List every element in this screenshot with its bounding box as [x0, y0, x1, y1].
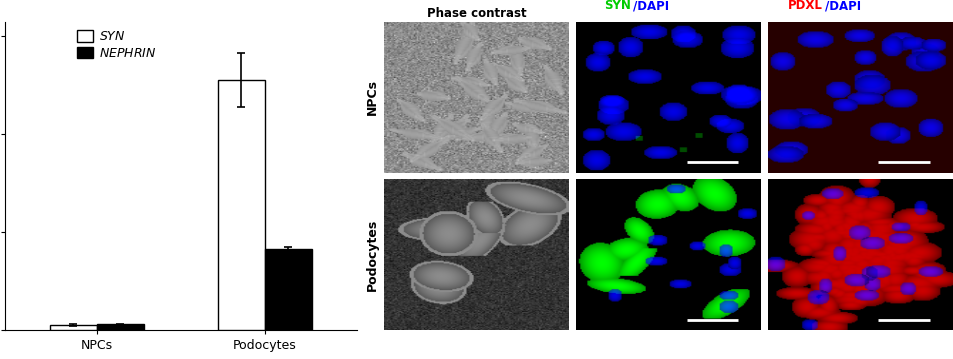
Text: PDXL: PDXL [787, 0, 822, 13]
Text: /DAPI: /DAPI [633, 0, 669, 13]
Bar [264, 250, 312, 330]
Text: /DAPI: /DAPI [824, 0, 861, 13]
Bar [97, 325, 144, 330]
Bar [217, 80, 264, 330]
Title: Phase contrast: Phase contrast [426, 8, 526, 20]
Y-axis label: NPCs: NPCs [365, 79, 378, 115]
Text: SYN: SYN [604, 0, 631, 13]
Legend: $\it{SYN}$, $\it{NEPHRIN}$: $\it{SYN}$, $\it{NEPHRIN}$ [74, 28, 159, 62]
Bar [50, 325, 97, 330]
Y-axis label: Podocytes: Podocytes [365, 219, 378, 291]
